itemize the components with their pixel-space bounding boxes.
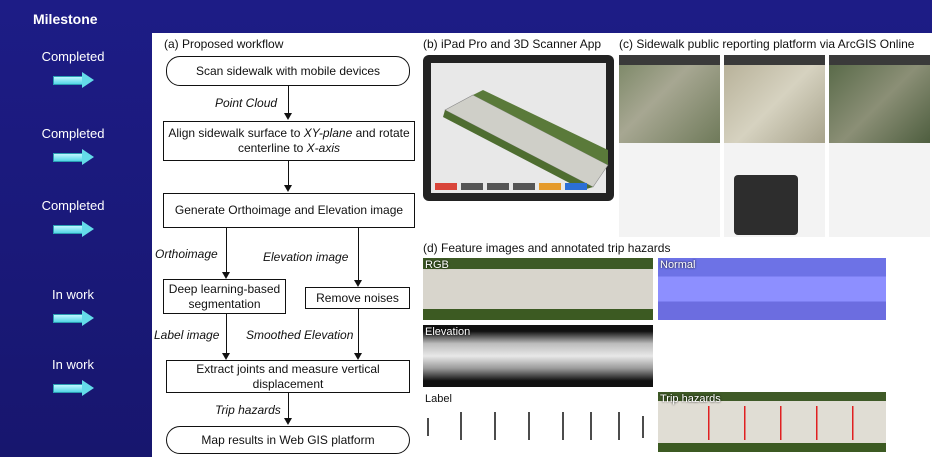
milestone-item-3: Completed (0, 198, 146, 237)
section-b-label: (b) iPad Pro and 3D Scanner App (423, 37, 602, 51)
section-c-label: (c) Sidewalk public reporting platform v… (619, 37, 915, 51)
step-generate: Generate Orthoimage and Elevation image (163, 193, 415, 228)
milestone-heading: Milestone (33, 11, 98, 27)
figure-panel: (a) Proposed workflow Scan sidewalk with… (152, 33, 932, 457)
step-segmentation: Deep learning-based segmentation (163, 279, 286, 314)
label-image: Label (423, 392, 653, 452)
step-scan: Scan sidewalk with mobile devices (166, 56, 410, 86)
milestone-item-5: In work (0, 357, 146, 396)
milestone-status: Completed (41, 198, 105, 213)
step-remove-noises: Remove noises (305, 287, 410, 309)
milestone-item-1: Completed (0, 49, 146, 88)
section-a-label: (a) Proposed workflow (164, 37, 284, 51)
phone-screenshot-2 (724, 55, 825, 237)
milestone-item-2: Completed (0, 126, 146, 165)
step-align: Align sidewalk surface to XY-plane and r… (163, 121, 415, 161)
phone-screenshot-3 (829, 55, 930, 237)
edge-label-orthoimage: Orthoimage (155, 247, 218, 261)
edge-label-point-cloud: Point Cloud (215, 96, 278, 110)
right-arrow-icon (53, 72, 94, 88)
phone-screenshot-1 (619, 55, 720, 237)
edge-label-label-image: Label image (154, 328, 220, 342)
section-d-label: (d) Feature images and annotated trip ha… (423, 241, 671, 255)
milestone-status: Completed (41, 49, 105, 64)
step-extract: Extract joints and measure vertical disp… (166, 360, 410, 393)
milestone-status: In work (52, 287, 94, 302)
right-arrow-icon (53, 149, 94, 165)
milestone-status: In work (52, 357, 94, 372)
milestone-item-4: In work (0, 287, 146, 326)
edge-label-smoothed: Smoothed Elevation (246, 328, 354, 342)
right-arrow-icon (53, 380, 94, 396)
right-arrow-icon (53, 221, 94, 237)
ipad-scanner-image (423, 55, 614, 201)
rgb-image: RGB (423, 258, 653, 320)
edge-label-elevation: Elevation image (263, 250, 349, 264)
step-map: Map results in Web GIS platform (166, 426, 410, 454)
milestone-status: Completed (41, 126, 105, 141)
right-arrow-icon (53, 310, 94, 326)
edge-label-trip-hazards: Trip hazards (215, 403, 281, 417)
trip-hazards-image: Trip hazards (658, 392, 886, 452)
normal-image: Normal (658, 258, 886, 320)
elevation-image: Elevation (423, 325, 653, 387)
